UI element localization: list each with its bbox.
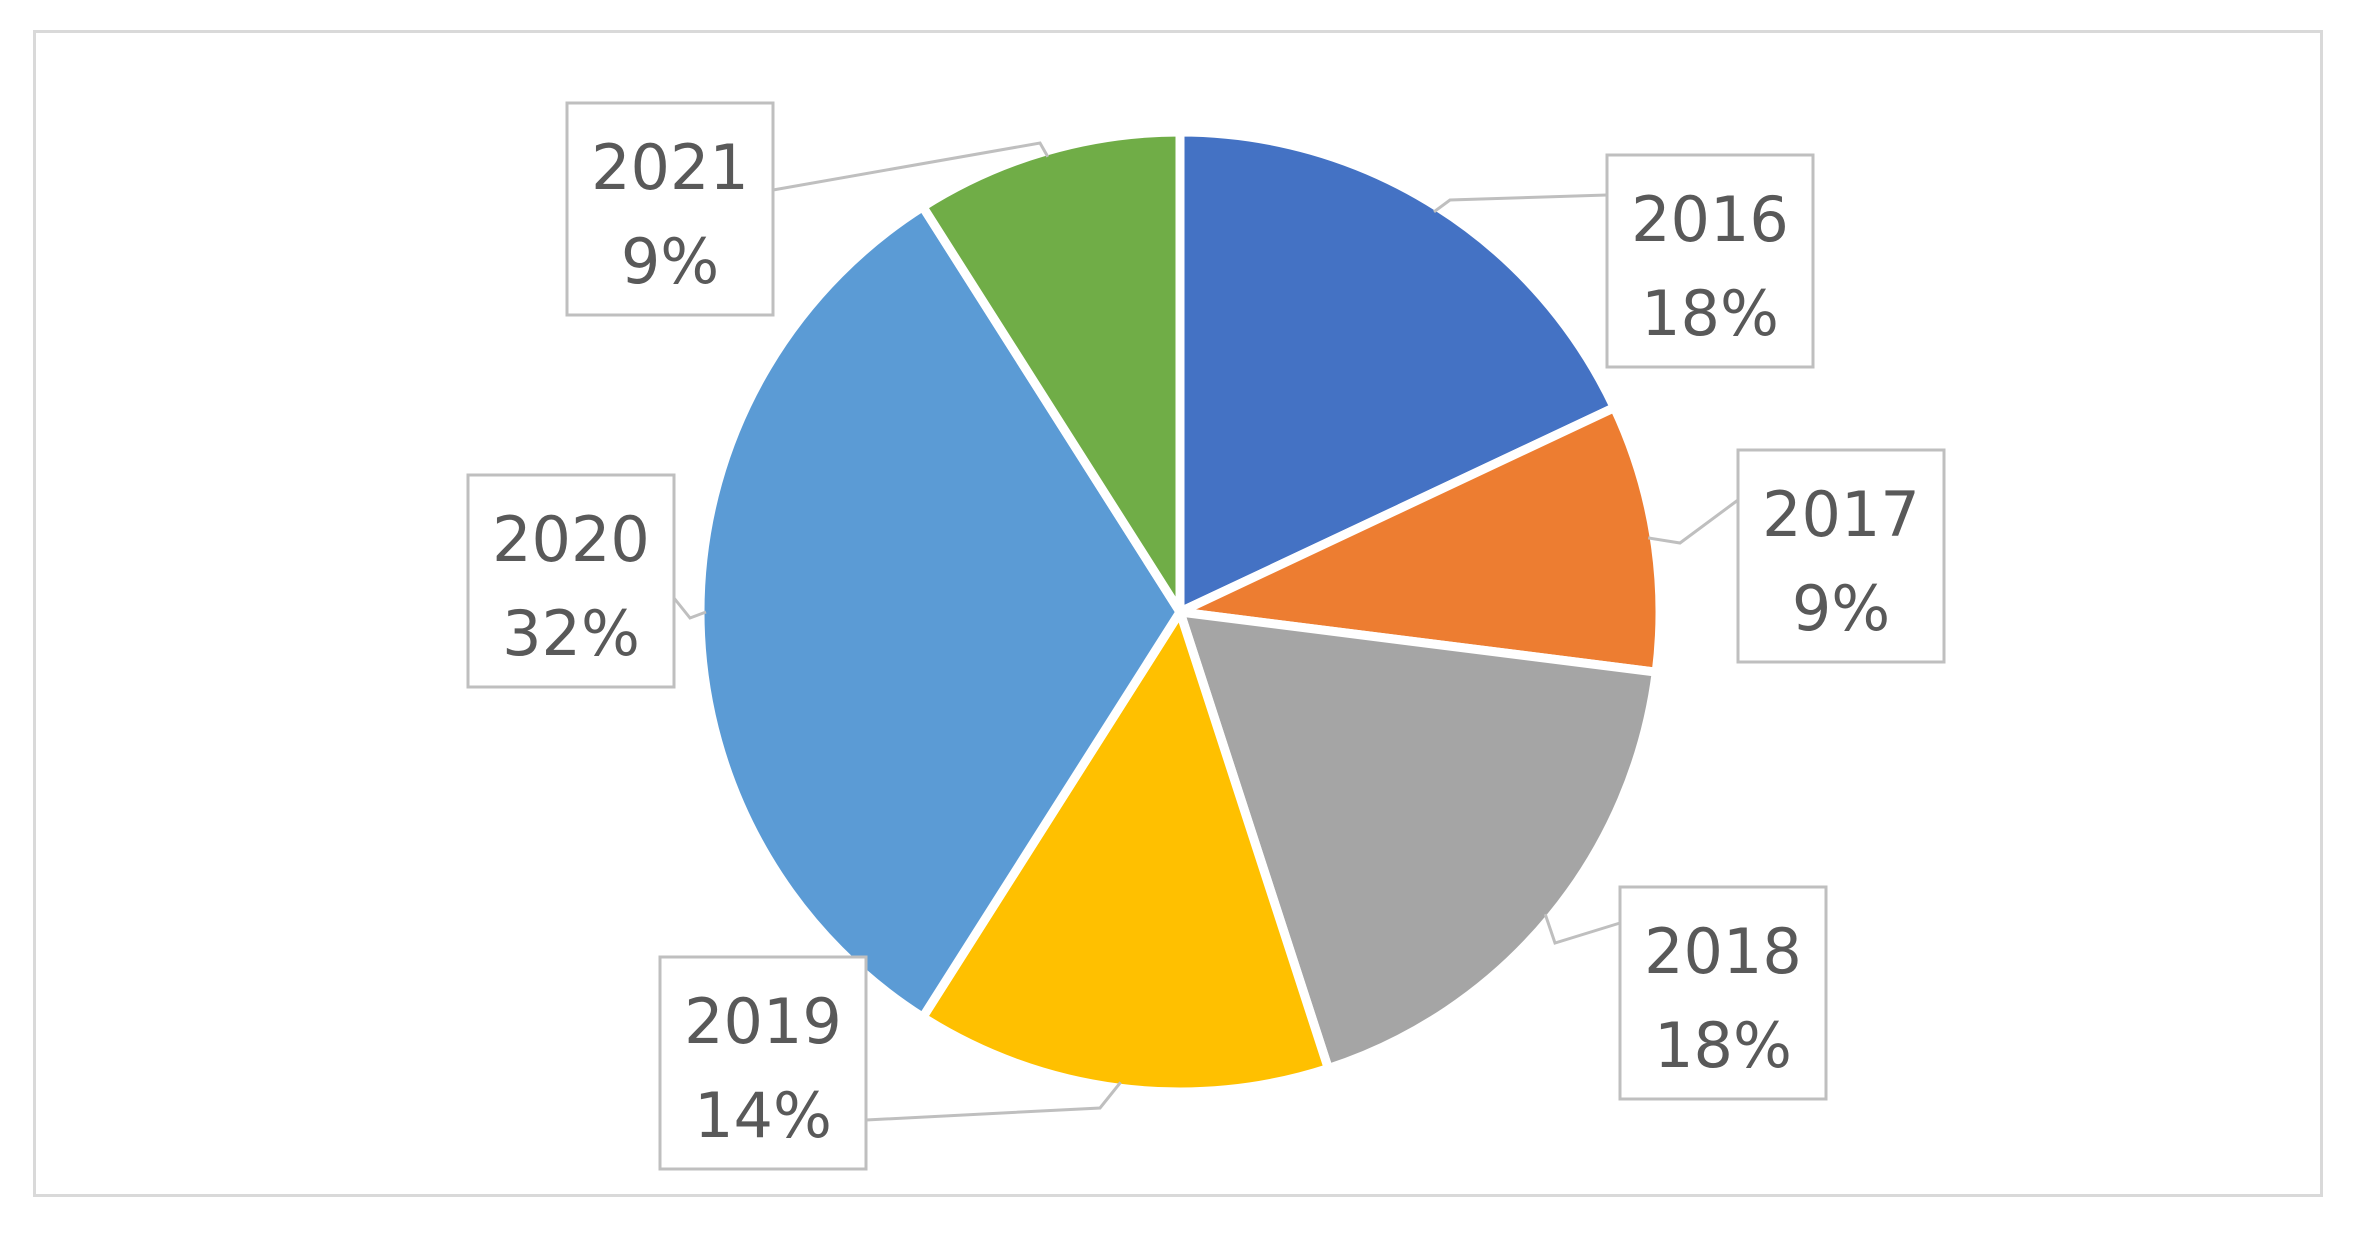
data-label-percent-2019: 14% [694, 1079, 832, 1152]
data-label-percent-2018: 18% [1654, 1009, 1792, 1082]
pie-slice-2016 [1175, 127, 1621, 620]
data-labels: 2016 18% 2017 9% 2018 18% 2019 14% 2020 32% 2021 9% [466, 101, 1946, 1171]
data-label-box-2016 [1605, 153, 1815, 369]
leader-line-2018 [1543, 913, 1621, 945]
leader-line-2017 [1647, 498, 1739, 545]
data-label-percent-2021: 9% [621, 225, 719, 298]
leader-line-2021 [772, 141, 1050, 192]
data-label-percent-2016: 18% [1641, 277, 1779, 350]
data-label-box-2017 [1736, 448, 1946, 664]
data-label-percent-2017: 9% [1792, 572, 1890, 645]
data-label-category-2017: 2017 [1762, 478, 1920, 551]
leader-line-2020 [672, 597, 707, 620]
pie-slices [695, 127, 1665, 1097]
data-label-category-2021: 2021 [591, 131, 749, 204]
leader-lines [672, 141, 1739, 1122]
leader-line-2019 [865, 1081, 1122, 1122]
pie-slice-2020 [695, 200, 1186, 1024]
pie-slice-2017 [1164, 401, 1665, 678]
data-label-box-2019 [658, 955, 868, 1171]
leader-line-2016 [1433, 193, 1608, 214]
data-label-box-2021 [565, 101, 775, 317]
data-label-box-2020 [466, 473, 676, 689]
data-label-box-2018 [1618, 885, 1828, 1101]
data-label-percent-2020: 32% [502, 597, 640, 670]
pie-slice-2018 [1173, 606, 1662, 1075]
data-label-category-2020: 2020 [492, 503, 650, 576]
data-label-category-2018: 2018 [1644, 915, 1802, 988]
pie-slice-2019 [916, 601, 1335, 1097]
data-label-category-2019: 2019 [684, 985, 842, 1058]
data-label-category-2016: 2016 [1631, 183, 1789, 256]
